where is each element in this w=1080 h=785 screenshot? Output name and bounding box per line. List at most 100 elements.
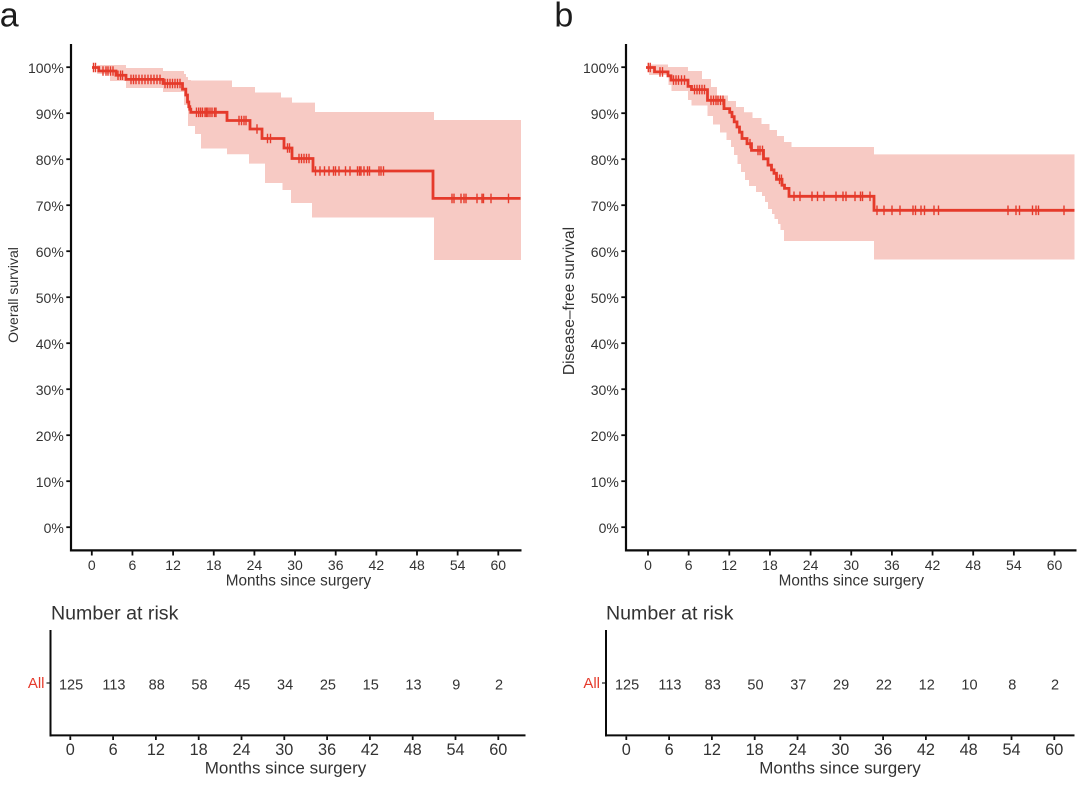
svg-text:36: 36 <box>328 557 344 573</box>
svg-text:60: 60 <box>1045 741 1063 759</box>
svg-text:22: 22 <box>876 678 892 694</box>
svg-text:42: 42 <box>917 741 935 759</box>
svg-text:24: 24 <box>788 741 806 759</box>
svg-text:2: 2 <box>495 678 503 694</box>
svg-text:All: All <box>583 675 600 692</box>
svg-text:125: 125 <box>615 678 639 694</box>
svg-text:6: 6 <box>665 741 674 759</box>
svg-text:42: 42 <box>369 557 385 573</box>
svg-text:30: 30 <box>287 557 303 573</box>
svg-text:113: 113 <box>102 678 125 694</box>
svg-text:48: 48 <box>409 557 425 573</box>
svg-text:90%: 90% <box>36 106 64 122</box>
svg-text:60%: 60% <box>36 244 64 260</box>
svg-text:58: 58 <box>191 678 207 694</box>
svg-text:34: 34 <box>277 678 293 694</box>
svg-text:Months since surgery: Months since surgery <box>205 759 367 778</box>
svg-text:0%: 0% <box>44 520 64 536</box>
svg-text:10: 10 <box>961 678 977 694</box>
svg-text:Months since surgery: Months since surgery <box>779 573 925 590</box>
svg-text:0: 0 <box>644 557 652 573</box>
svg-text:83: 83 <box>705 678 721 694</box>
svg-text:36: 36 <box>884 557 900 573</box>
svg-text:9: 9 <box>452 678 460 694</box>
svg-text:a: a <box>0 0 19 35</box>
svg-text:20%: 20% <box>591 428 619 444</box>
svg-text:Months since surgery: Months since surgery <box>759 759 921 778</box>
svg-text:2: 2 <box>1051 678 1059 694</box>
svg-text:113: 113 <box>658 678 681 694</box>
svg-text:12: 12 <box>722 557 738 573</box>
svg-text:54: 54 <box>446 741 464 759</box>
svg-text:24: 24 <box>232 741 250 759</box>
svg-text:40%: 40% <box>36 336 64 352</box>
svg-text:54: 54 <box>1006 557 1022 573</box>
svg-text:6: 6 <box>685 557 693 573</box>
svg-text:48: 48 <box>404 741 422 759</box>
svg-text:8: 8 <box>1008 678 1016 694</box>
svg-text:Overall survival: Overall survival <box>5 247 21 343</box>
svg-text:0%: 0% <box>599 520 619 536</box>
svg-text:24: 24 <box>803 557 819 573</box>
svg-text:Disease–free survival: Disease–free survival <box>561 227 578 375</box>
svg-text:All: All <box>28 675 45 692</box>
svg-text:10%: 10% <box>591 474 619 490</box>
svg-text:30: 30 <box>843 557 859 573</box>
svg-text:54: 54 <box>450 557 466 573</box>
svg-text:30: 30 <box>831 741 849 759</box>
svg-text:30%: 30% <box>591 382 619 398</box>
svg-text:88: 88 <box>149 678 165 694</box>
svg-text:18: 18 <box>206 557 222 573</box>
svg-text:30%: 30% <box>36 382 64 398</box>
svg-text:70%: 70% <box>36 198 64 214</box>
svg-text:60: 60 <box>491 557 507 573</box>
svg-text:48: 48 <box>960 741 978 759</box>
svg-text:18: 18 <box>190 741 208 759</box>
svg-text:36: 36 <box>874 741 892 759</box>
svg-text:25: 25 <box>320 678 336 694</box>
svg-text:0: 0 <box>66 741 75 759</box>
svg-text:42: 42 <box>925 557 941 573</box>
svg-text:50%: 50% <box>36 290 64 306</box>
svg-text:12: 12 <box>919 678 935 694</box>
svg-text:13: 13 <box>405 678 421 694</box>
svg-text:Number at risk: Number at risk <box>606 603 734 625</box>
svg-text:30: 30 <box>275 741 293 759</box>
svg-text:29: 29 <box>833 678 849 694</box>
svg-text:54: 54 <box>1002 741 1020 759</box>
svg-text:6: 6 <box>129 557 137 573</box>
svg-text:20%: 20% <box>36 428 64 444</box>
svg-text:100%: 100% <box>583 60 619 76</box>
svg-text:42: 42 <box>361 741 379 759</box>
svg-text:Number at risk: Number at risk <box>51 603 179 625</box>
svg-text:12: 12 <box>703 741 721 759</box>
svg-text:60%: 60% <box>591 244 619 260</box>
svg-text:60: 60 <box>489 741 507 759</box>
svg-text:80%: 80% <box>36 152 64 168</box>
svg-text:10%: 10% <box>36 474 64 490</box>
svg-text:45: 45 <box>234 678 250 694</box>
svg-text:b: b <box>554 0 573 35</box>
svg-text:37: 37 <box>790 678 806 694</box>
svg-text:0: 0 <box>88 557 96 573</box>
svg-text:50: 50 <box>747 678 763 694</box>
svg-text:100%: 100% <box>28 60 64 76</box>
svg-text:Months since surgery: Months since surgery <box>226 573 372 590</box>
svg-text:90%: 90% <box>591 106 619 122</box>
svg-text:40%: 40% <box>591 336 619 352</box>
svg-text:36: 36 <box>318 741 336 759</box>
svg-text:70%: 70% <box>591 198 619 214</box>
svg-text:0: 0 <box>622 741 631 759</box>
svg-text:50%: 50% <box>591 290 619 306</box>
svg-text:12: 12 <box>147 741 165 759</box>
svg-text:12: 12 <box>165 557 181 573</box>
svg-text:80%: 80% <box>591 152 619 168</box>
svg-text:48: 48 <box>965 557 981 573</box>
svg-text:18: 18 <box>746 741 764 759</box>
svg-text:125: 125 <box>59 678 83 694</box>
svg-text:24: 24 <box>247 557 263 573</box>
svg-text:6: 6 <box>109 741 118 759</box>
svg-text:15: 15 <box>363 678 379 694</box>
svg-text:60: 60 <box>1047 557 1063 573</box>
svg-text:18: 18 <box>762 557 778 573</box>
